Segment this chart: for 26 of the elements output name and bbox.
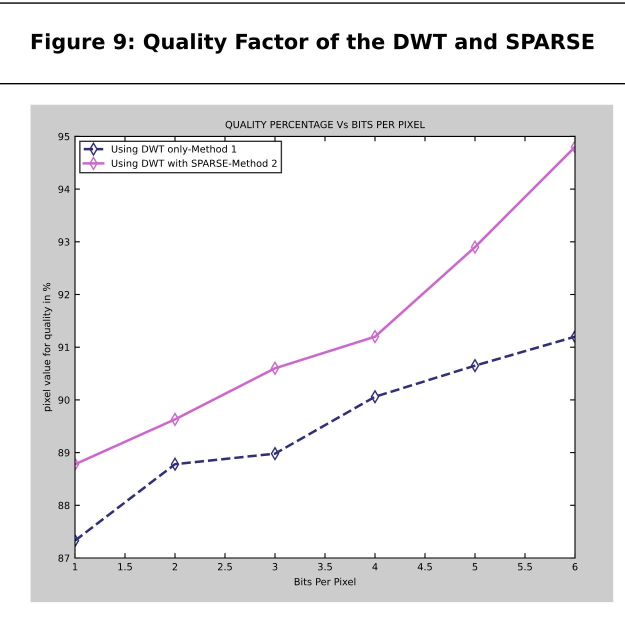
y-tick-label: 88 — [58, 502, 70, 510]
y-tick-label: 89 — [58, 449, 70, 456]
x-tick-label: 5.5 — [518, 563, 532, 570]
x-tick-label: 3.5 — [318, 563, 332, 570]
y-tick-label: 94 — [58, 186, 70, 193]
chart-subtitle: QUALITY PERCENTAGE Vs BITS PER PIXEL — [226, 120, 425, 130]
y-tick-label: 90 — [58, 396, 70, 404]
x-tick-label: 3 — [272, 563, 278, 570]
y-tick-label: 93 — [58, 238, 70, 246]
y-axis-title: pixel value for quality in % — [42, 282, 52, 412]
chart-title: Figure 9: Quality Factor of the DWT and SPARSE — [32, 33, 594, 54]
x-tick-label: 6 — [572, 563, 578, 570]
x-tick-label: 4 — [372, 563, 378, 570]
legend-label: Using DWT with SPARSE-Method 2 — [112, 159, 277, 169]
x-tick-label: 4.5 — [418, 563, 432, 570]
x-axis-title: Bits Per Pixel — [294, 578, 356, 586]
x-tick-label: 1 — [72, 563, 78, 570]
legend-label: Using DWT only-Method 1 — [112, 145, 236, 155]
y-tick-label: 91 — [58, 344, 70, 352]
x-tick-label: 5 — [472, 563, 478, 570]
x-tick-label: 2 — [172, 563, 178, 570]
x-tick-label: 1.5 — [118, 563, 132, 570]
y-tick-label: 87 — [58, 554, 70, 562]
y-tick-label: 92 — [58, 290, 70, 298]
y-tick-label: 95 — [58, 132, 70, 140]
x-tick-label: 2.5 — [218, 563, 232, 570]
